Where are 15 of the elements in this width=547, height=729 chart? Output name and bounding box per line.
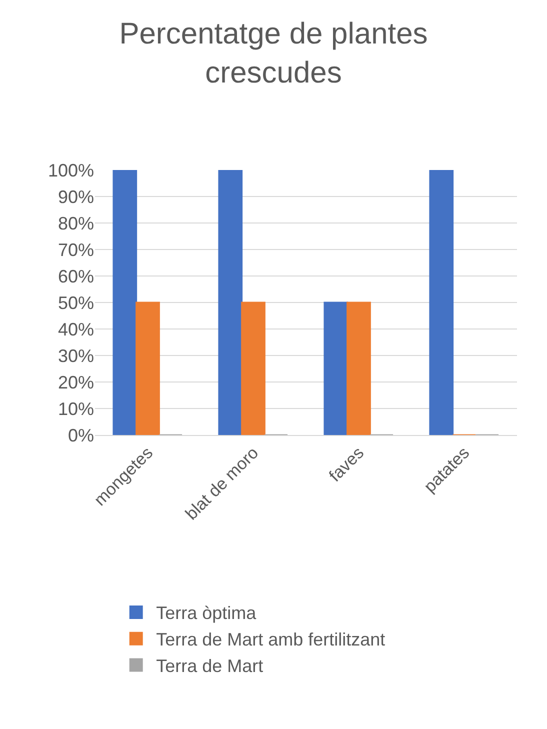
y-tick-label: 10% <box>58 398 94 419</box>
y-tick-label: 50% <box>58 292 94 313</box>
y-tick-label: 80% <box>58 213 94 234</box>
y-tick-label: 90% <box>58 186 94 207</box>
legend-label: Terra òptima <box>156 603 258 624</box>
y-tick-label: 40% <box>58 319 94 340</box>
y-tick-label: 30% <box>58 346 94 366</box>
y-tick-label: 100% <box>48 160 94 180</box>
y-tick-label: 0% <box>68 425 94 446</box>
chart-title: Percentatge de plantes crescudes <box>119 18 428 90</box>
legend-label: Terra de Mart amb fertilitzant <box>156 630 386 650</box>
y-tick-label: 70% <box>58 240 94 260</box>
y-tick-label: 20% <box>58 372 94 392</box>
legend-label: Terra de Mart <box>156 656 264 676</box>
y-tick-label: 60% <box>58 266 94 286</box>
